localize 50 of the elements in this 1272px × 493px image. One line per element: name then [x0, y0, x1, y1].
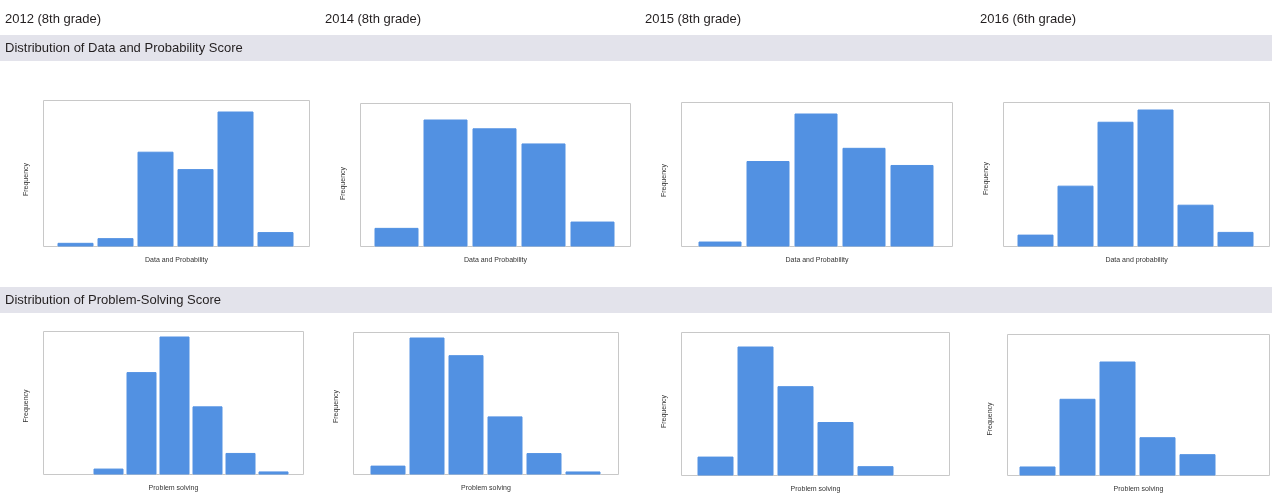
bar [126, 372, 157, 475]
chart-title: 2014 (8th grade) [325, 10, 422, 28]
bar [570, 221, 615, 247]
bar [526, 453, 562, 475]
bar [842, 147, 886, 247]
bar [409, 337, 445, 475]
bar [192, 406, 223, 475]
bar [472, 128, 517, 247]
bar [93, 468, 124, 475]
bar [423, 119, 468, 247]
bar [217, 111, 254, 247]
bar [1099, 361, 1136, 476]
chart-title: 2012 (8th grade) [5, 10, 102, 28]
bar [697, 456, 734, 476]
bar [159, 336, 190, 475]
bar [1137, 109, 1174, 247]
bar [817, 422, 854, 476]
bar [137, 151, 174, 247]
bar [448, 355, 484, 475]
bar [177, 169, 214, 247]
chart-title: 2016 (6th grade) [980, 10, 1077, 28]
bar [57, 242, 94, 247]
bar [1059, 398, 1096, 476]
bar [1097, 121, 1134, 247]
chart-subtitle: Distribution of Data and Probability Score [5, 39, 243, 57]
bar [521, 143, 566, 247]
bar [1017, 234, 1054, 247]
bar [97, 238, 134, 247]
bar [257, 232, 294, 247]
bar [698, 241, 742, 247]
bar [565, 471, 601, 475]
bar [737, 346, 774, 476]
bar [374, 227, 419, 247]
bar [1177, 204, 1214, 247]
bar [225, 452, 256, 475]
chart-title: 2015 (8th grade) [645, 10, 742, 28]
bar [746, 161, 790, 247]
bar [1139, 437, 1176, 476]
bar [777, 386, 814, 476]
bar [794, 113, 838, 247]
bar [1217, 231, 1254, 247]
bar [890, 164, 934, 247]
bar [258, 471, 289, 475]
chart-title: Distribution of Problem-Solving Score [5, 291, 222, 309]
bar [487, 416, 523, 475]
bar [1019, 466, 1056, 476]
bar [857, 466, 894, 476]
bar [1179, 454, 1216, 476]
bar [370, 465, 406, 475]
bar [1057, 185, 1094, 247]
